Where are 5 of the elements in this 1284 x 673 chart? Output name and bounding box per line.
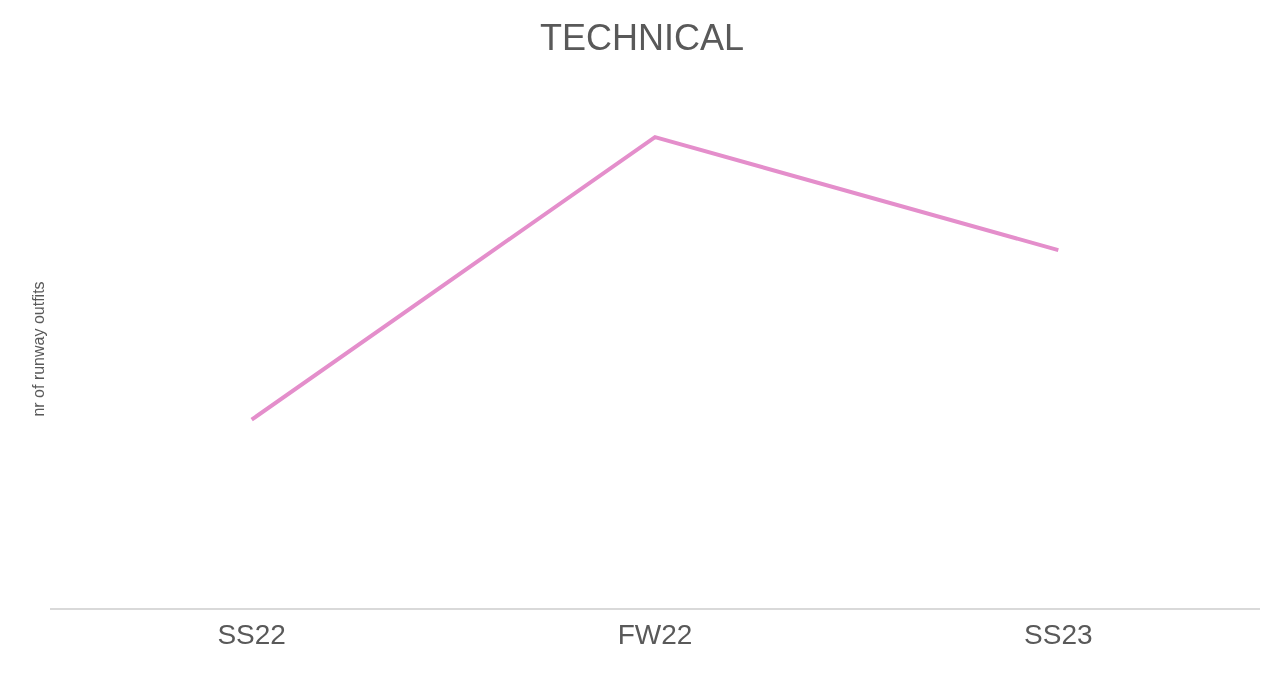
x-tick-label: SS23 [1024,618,1093,650]
y-axis-title: nr of runway outfits [29,281,47,417]
chart-title: TECHNICAL [539,16,745,58]
x-tick-label: FW22 [617,618,693,650]
x-tick-label: SS22 [217,618,286,650]
